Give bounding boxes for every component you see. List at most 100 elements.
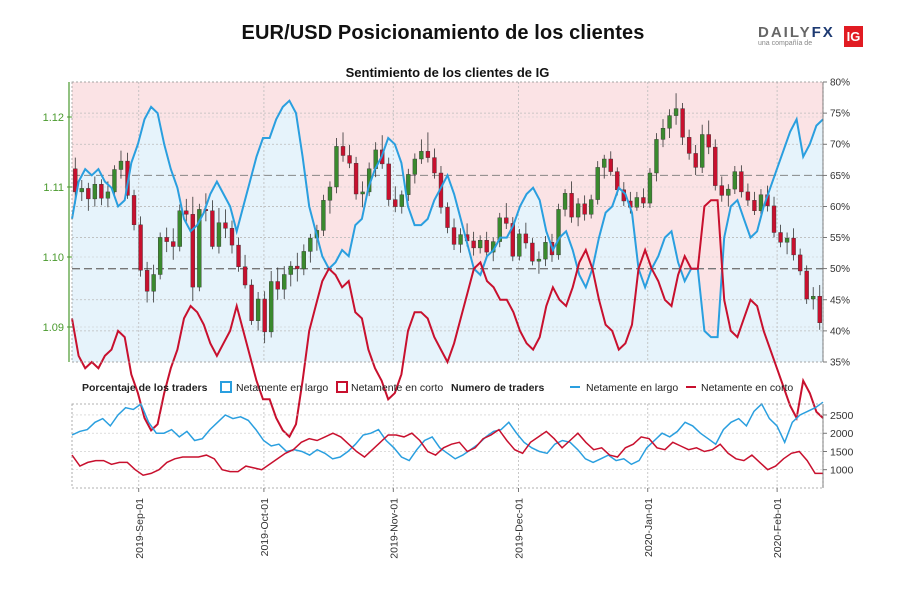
- right-axis-tick-label: 80%: [830, 78, 850, 89]
- candle-down: [451, 227, 457, 245]
- candle-down: [432, 157, 437, 174]
- candle-up: [301, 251, 306, 270]
- left-axis-tick-label: 1.12: [43, 112, 64, 124]
- candle-down: [745, 191, 751, 201]
- candle-down: [229, 228, 235, 246]
- candle-up: [216, 222, 222, 247]
- right-axis-tick-label: 50%: [830, 264, 850, 275]
- legend-count-short-label: Netamente en corto: [701, 382, 793, 394]
- candle-up: [654, 139, 659, 174]
- candle-up: [118, 160, 124, 170]
- candle-down: [242, 266, 248, 286]
- candle-up: [288, 265, 293, 275]
- right-axis-tick-label: 45%: [830, 295, 850, 306]
- candle-down: [530, 242, 535, 262]
- candle-down: [184, 210, 189, 215]
- count-axis-tick-label: 1000: [830, 465, 854, 477]
- candle-down: [471, 240, 476, 249]
- candle-up: [811, 296, 816, 300]
- candle-down: [739, 171, 744, 193]
- candle-up: [660, 127, 666, 140]
- candle-down: [262, 298, 267, 333]
- legend-short-box: [336, 381, 348, 393]
- x-axis-tick-label: 2019-Dec-01: [513, 498, 525, 559]
- left-axis-tick-label: 1.09: [43, 322, 64, 334]
- candle-up: [157, 237, 163, 275]
- right-axis-tick-label: 65%: [830, 171, 850, 182]
- candle-up: [602, 158, 607, 168]
- candle-up: [477, 239, 483, 249]
- candle-down: [223, 222, 228, 229]
- candle-down: [340, 146, 346, 156]
- candle-down: [804, 270, 809, 300]
- candle-up: [177, 210, 182, 247]
- candle-up: [758, 194, 764, 211]
- candle-down: [425, 151, 431, 158]
- legend-percent-long-label: Netamente en largo: [236, 382, 328, 394]
- candle-down: [190, 214, 195, 288]
- candle-down: [686, 137, 692, 154]
- candle-down: [504, 217, 509, 224]
- x-axis-tick-label: 2019-Oct-01: [259, 498, 271, 557]
- count-axis-tick-label: 2000: [830, 428, 854, 440]
- candle-down: [719, 185, 724, 196]
- candle-down: [347, 155, 352, 164]
- x-axis-tick-label: 2020-Jan-01: [643, 498, 655, 557]
- candle-up: [556, 209, 561, 256]
- candle-up: [92, 183, 98, 200]
- candle-up: [517, 233, 522, 257]
- candle-down: [171, 241, 176, 247]
- candle-down: [752, 200, 757, 212]
- candle-down: [138, 224, 143, 271]
- right-axis-tick-label: 75%: [830, 109, 850, 120]
- candle-up: [497, 217, 502, 242]
- candle-down: [791, 237, 796, 256]
- candle-down: [295, 265, 300, 270]
- candle-down: [713, 146, 718, 186]
- left-axis-tick-label: 1.11: [43, 182, 64, 194]
- candle-up: [419, 151, 424, 160]
- candle-up: [105, 191, 111, 199]
- top-panel-frame: [71, 81, 824, 363]
- candle-up: [151, 274, 156, 292]
- candle-up: [197, 209, 202, 288]
- left-axis-tick-label: 1.10: [43, 252, 64, 264]
- top-panel-title: Sentimiento de los clientes de IG: [346, 65, 550, 80]
- candle-up: [732, 171, 738, 190]
- candle-down: [393, 199, 398, 207]
- candle-up: [634, 197, 640, 208]
- candle-down: [484, 239, 489, 253]
- candle-down: [73, 168, 78, 193]
- candle-down: [608, 158, 613, 172]
- right-axis-tick-label: 40%: [830, 326, 850, 337]
- candle-down: [510, 223, 515, 257]
- candle-down: [86, 188, 91, 200]
- candle-up: [255, 298, 261, 321]
- right-axis-tick-label: 55%: [830, 233, 850, 244]
- right-axis-tick-label: 70%: [830, 140, 850, 151]
- candle-up: [412, 158, 418, 175]
- candle-down: [569, 193, 574, 218]
- candle-down: [386, 163, 391, 200]
- candle-up: [589, 199, 594, 215]
- dailyfx-logo: DAILYFX una compañía de IG: [754, 24, 866, 50]
- candle-down: [99, 183, 104, 199]
- x-axis-tick-label: 2019-Nov-01: [388, 498, 400, 559]
- legend-percent-title: Porcentaje de los traders: [82, 382, 208, 394]
- candle-down: [641, 197, 646, 204]
- candle-up: [575, 203, 581, 218]
- candle-up: [308, 237, 313, 252]
- candle-up: [543, 242, 548, 260]
- candle-down: [582, 203, 587, 215]
- candle-down: [523, 233, 529, 244]
- candle-down: [164, 237, 169, 242]
- candle-up: [327, 186, 333, 201]
- candle-up: [282, 274, 287, 290]
- candle-down: [797, 254, 803, 272]
- candle-up: [700, 134, 705, 168]
- candle-up: [321, 200, 326, 231]
- candle-down: [445, 207, 450, 228]
- candle-up: [406, 174, 411, 195]
- candle-down: [236, 244, 241, 268]
